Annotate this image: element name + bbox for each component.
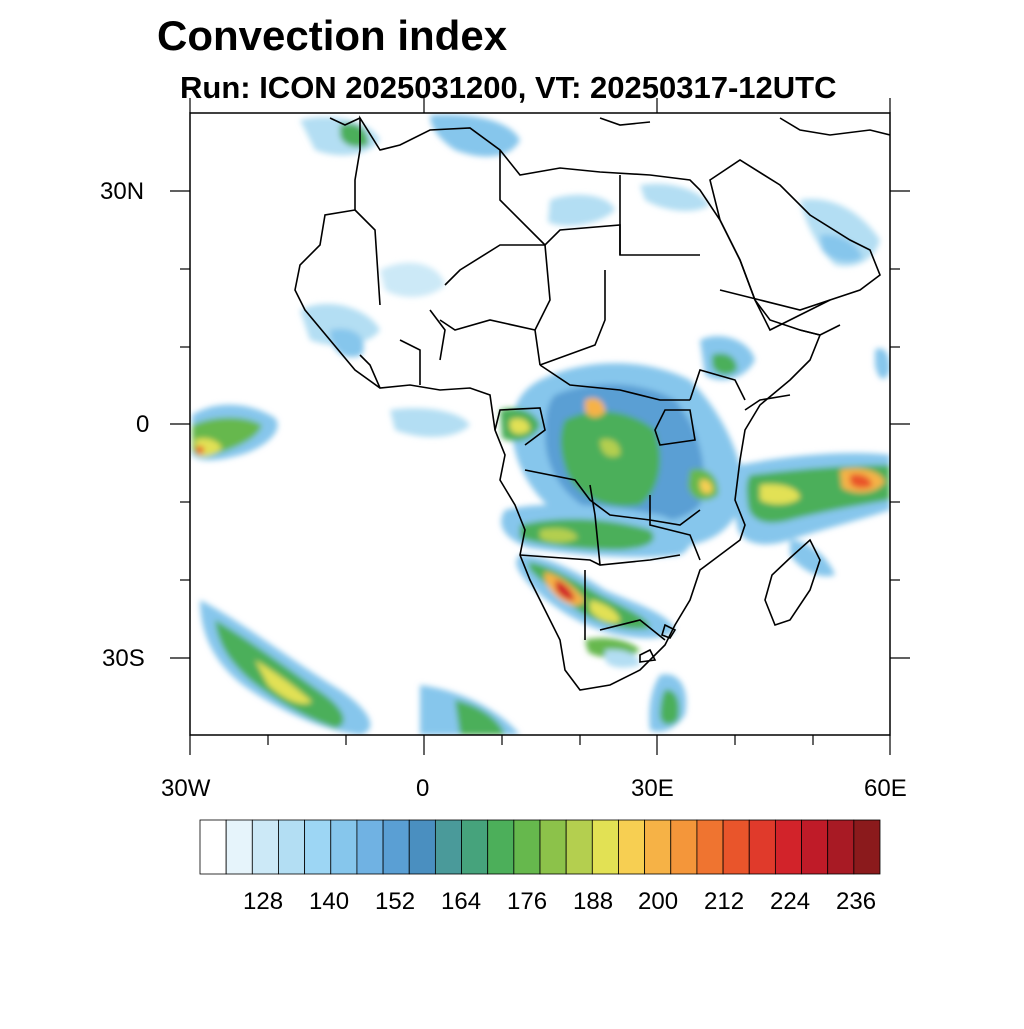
colorbar-label: 176 xyxy=(507,888,548,915)
colorbar-label: 128 xyxy=(243,888,284,915)
colorbar-box xyxy=(461,819,489,875)
colorbar-box xyxy=(670,819,698,875)
colorbar-box xyxy=(304,819,332,875)
y-tick-label: 30N xyxy=(100,178,145,205)
colorbar-box xyxy=(278,819,306,875)
colorbar-box xyxy=(748,819,776,875)
tick-marks xyxy=(170,98,910,755)
colorbar-label: 164 xyxy=(441,888,482,915)
colorbar-box xyxy=(774,819,802,875)
x-tick-label: 0 xyxy=(416,775,430,802)
x-tick-label: 30E xyxy=(631,775,674,802)
colorbar-box xyxy=(434,819,462,875)
y-tick-label: 30S xyxy=(102,645,145,672)
colorbar-box xyxy=(487,819,515,875)
colorbar-box xyxy=(199,819,227,875)
x-tick-label: 30W xyxy=(161,775,211,802)
colorbar-box xyxy=(801,819,829,875)
colorbar-box xyxy=(513,819,541,875)
colorbar-box xyxy=(722,819,750,875)
colorbar-label: 200 xyxy=(638,888,679,915)
colorbar-box xyxy=(330,819,358,875)
colorbar-label: 212 xyxy=(704,888,745,915)
y-tick-label: 0 xyxy=(136,411,150,438)
chart-title: Convection index xyxy=(157,12,508,59)
colorbar-box xyxy=(644,819,672,875)
convection-field xyxy=(192,114,890,735)
colorbar-label: 188 xyxy=(573,888,614,915)
x-tick-label: 60E xyxy=(864,775,907,802)
colorbar-label: 152 xyxy=(375,888,416,915)
chart-subtitle: Run: ICON 2025031200, VT: 20250317-12UTC xyxy=(180,70,837,105)
colorbar-label: 236 xyxy=(836,888,877,915)
colorbar-box xyxy=(618,819,646,875)
colorbar-box xyxy=(591,819,619,875)
colorbar-box xyxy=(539,819,567,875)
colorbar-box xyxy=(251,819,279,875)
colorbar-box xyxy=(408,819,436,875)
coastlines xyxy=(294,115,890,691)
colorbar-label: 140 xyxy=(309,888,350,915)
colorbar-box xyxy=(356,819,384,875)
colorbar-label: 224 xyxy=(770,888,811,915)
colorbar-box xyxy=(696,819,724,875)
colorbar-box xyxy=(225,819,253,875)
colorbar xyxy=(199,819,881,875)
colorbar-box xyxy=(382,819,410,875)
colorbar-box xyxy=(853,819,881,875)
colorbar-box xyxy=(827,819,855,875)
colorbar-box xyxy=(565,819,593,875)
